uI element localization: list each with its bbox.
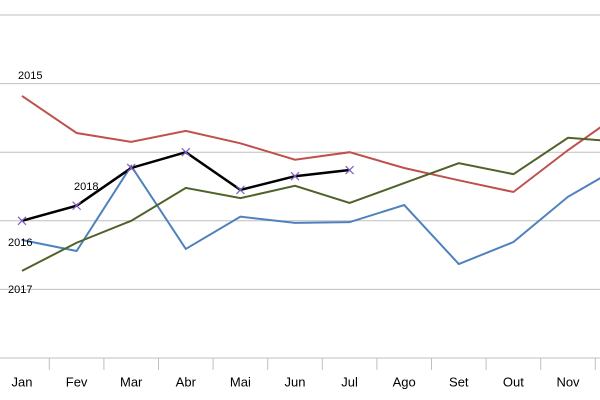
point-marker [290, 171, 300, 181]
point-marker [345, 165, 355, 175]
point-marker [126, 163, 136, 173]
point-marker [181, 147, 191, 157]
series-line [21, 136, 600, 272]
x-tick-label: Ago [393, 374, 416, 389]
series-label: 2018 [74, 181, 98, 193]
series-label: 2015 [18, 70, 42, 82]
x-tick-label: Set [449, 374, 469, 389]
point-marker [17, 216, 27, 226]
x-tick-label: Jan [12, 374, 33, 389]
series-line [21, 95, 600, 194]
point-marker [72, 201, 82, 211]
x-tick-label: Fev [66, 374, 88, 389]
series-line [21, 164, 600, 266]
series-label: 2016 [8, 237, 32, 249]
x-tick-label: Nov [556, 374, 580, 389]
series-label: 2017 [8, 284, 32, 296]
x-tick-label: Abr [176, 374, 197, 389]
point-marker [235, 185, 245, 195]
x-tick-label: Jun [285, 374, 306, 389]
x-tick-label: Out [503, 374, 524, 389]
x-tick-label: Mar [120, 374, 143, 389]
x-tick-label: Jul [341, 374, 358, 389]
x-tick-label: Mai [230, 374, 251, 389]
